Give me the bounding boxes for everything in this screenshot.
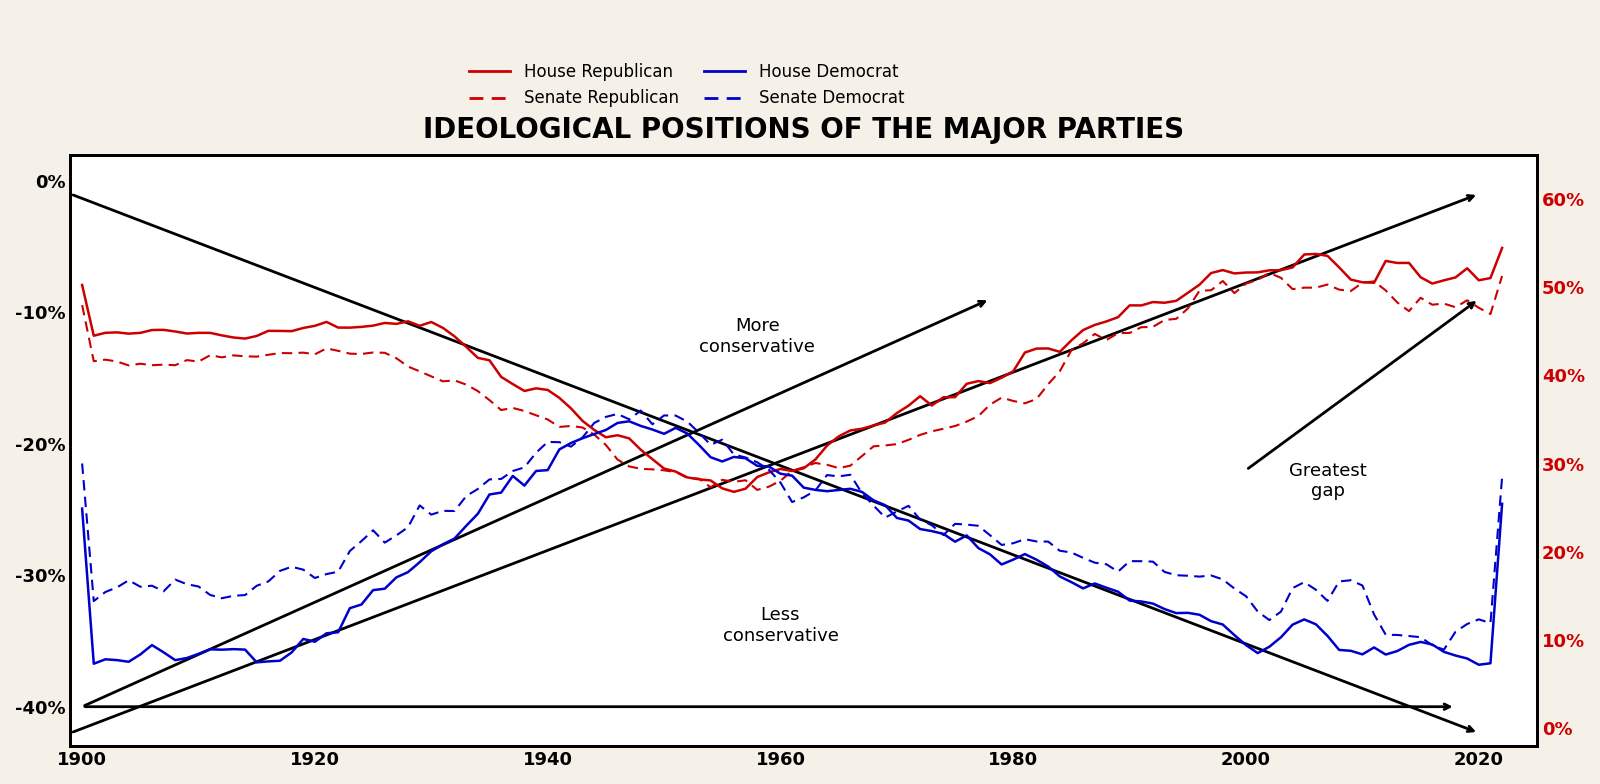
Text: More
conservative: More conservative <box>699 317 814 356</box>
Title: IDEOLOGICAL POSITIONS OF THE MAJOR PARTIES: IDEOLOGICAL POSITIONS OF THE MAJOR PARTI… <box>422 116 1184 143</box>
Legend: House Republican, Senate Republican, House Democrat, Senate Democrat: House Republican, Senate Republican, Hou… <box>462 56 910 114</box>
Text: Greatest
gap: Greatest gap <box>1288 462 1366 500</box>
Text: Less
conservative: Less conservative <box>723 606 838 645</box>
